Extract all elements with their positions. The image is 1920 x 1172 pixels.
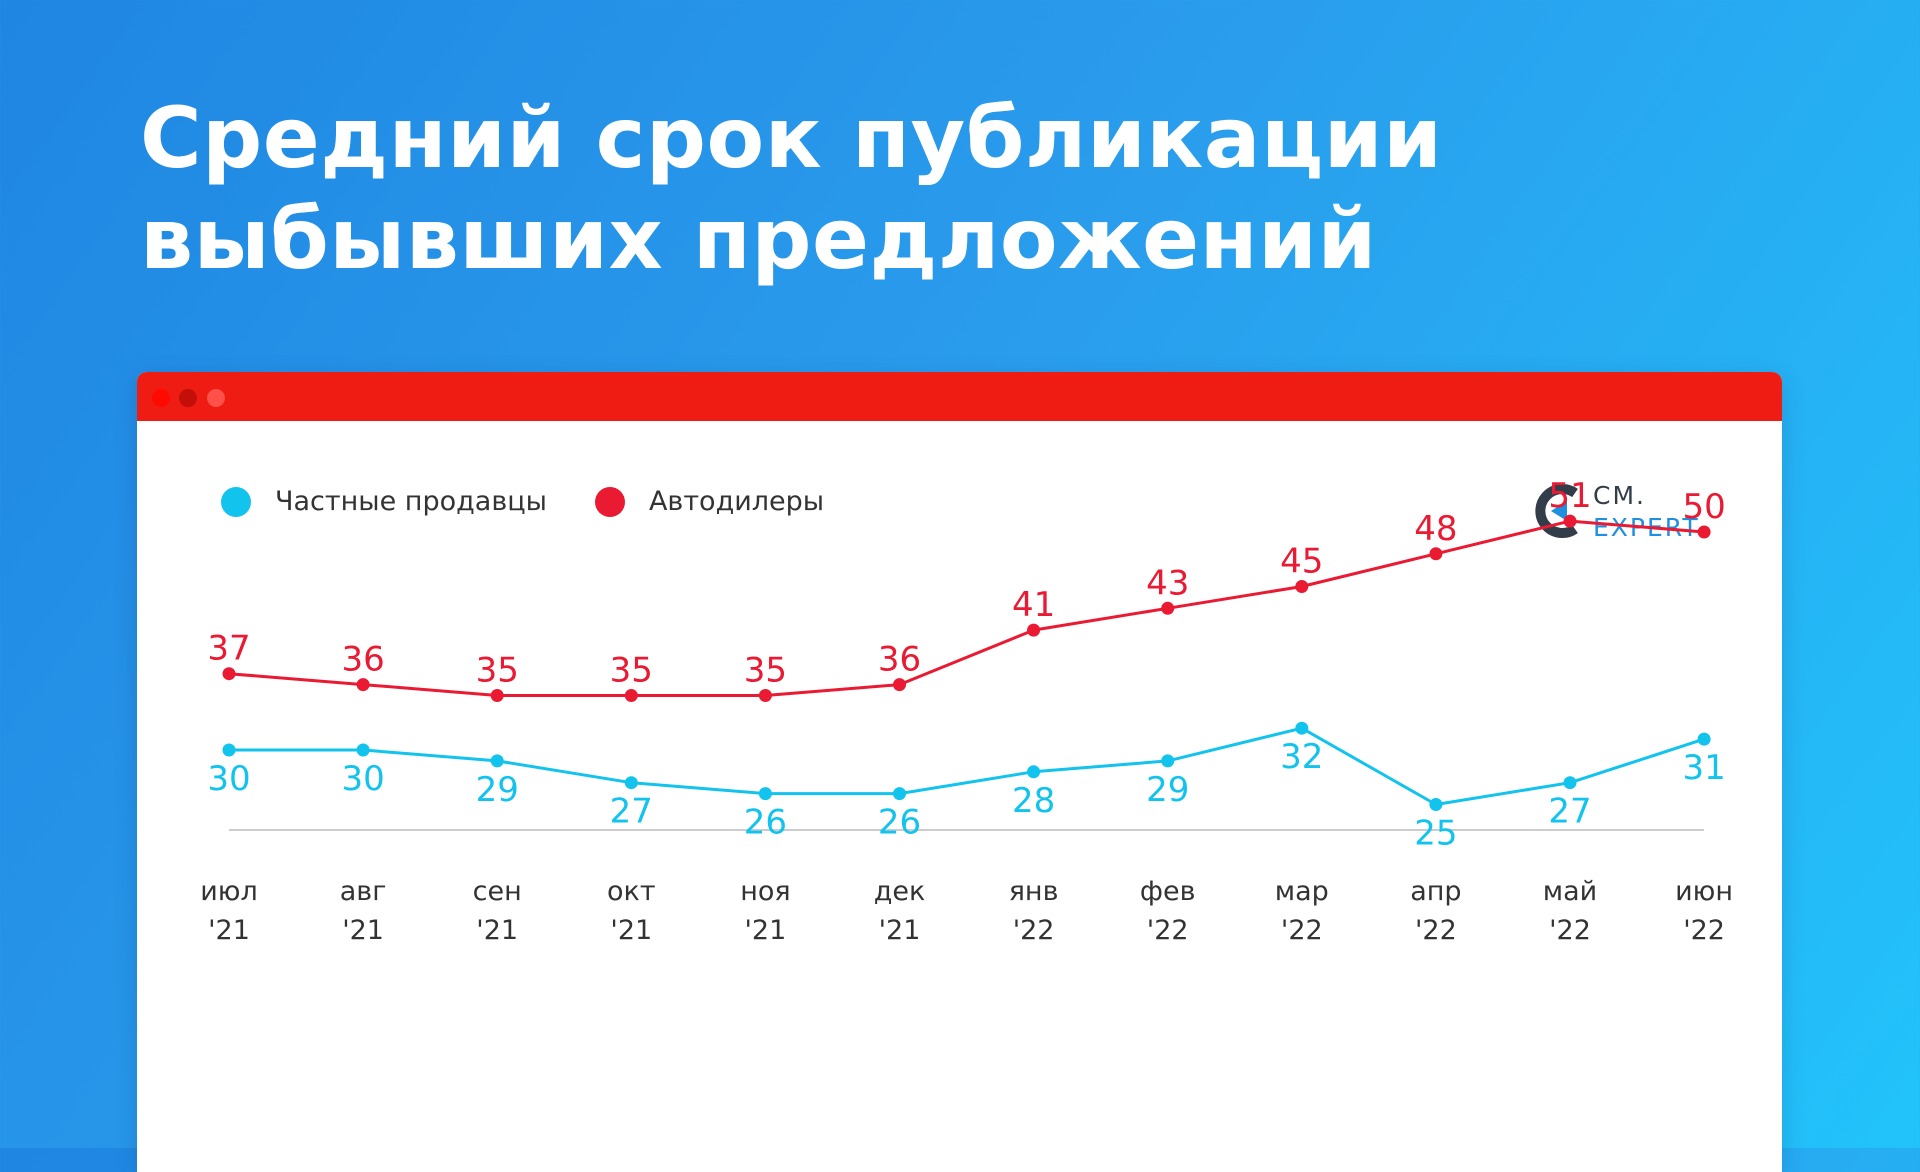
legend-swatch-dealers xyxy=(594,486,625,517)
line-chart: июл '21 авг '21 сен '21 окт '21 ноя '21 дек '21 янв '… xyxy=(200,476,1733,946)
x-tick-label-year: '21 xyxy=(342,915,384,946)
data-label-dealers: 45 xyxy=(1280,542,1323,582)
data-label-dealers: 41 xyxy=(1012,585,1055,625)
x-tick-label-month: июн xyxy=(1675,876,1733,907)
data-point-dealers xyxy=(1563,514,1577,528)
x-tick-label-year: '21 xyxy=(476,915,518,946)
data-label-private: 25 xyxy=(1414,814,1457,854)
data-label-dealers: 35 xyxy=(610,651,653,691)
chart-legend: Частные продавцы Автодилеры xyxy=(221,486,872,517)
data-point-private xyxy=(1429,798,1443,811)
data-point-dealers xyxy=(1027,623,1041,637)
x-tick-label-month: апр xyxy=(1410,876,1461,907)
x-tick-label-year: '22 xyxy=(1013,915,1055,946)
data-label-private: 26 xyxy=(878,803,921,843)
data-point-dealers xyxy=(1161,601,1175,615)
data-point-private xyxy=(1161,754,1175,768)
data-label-private: 31 xyxy=(1682,748,1725,788)
data-label-dealers: 36 xyxy=(878,640,921,680)
data-point-dealers xyxy=(893,678,906,692)
window-titlebar xyxy=(137,372,1782,421)
data-point-dealers xyxy=(490,689,504,702)
legend-swatch-private xyxy=(221,486,251,517)
x-tick-label-year: '22 xyxy=(1147,915,1189,946)
data-label-private: 27 xyxy=(610,792,653,832)
data-label-dealers: 35 xyxy=(476,651,519,691)
data-label-dealers: 51 xyxy=(1548,476,1591,516)
data-point-private xyxy=(758,787,772,801)
data-label-private: 27 xyxy=(1548,792,1591,832)
data-label-dealers: 37 xyxy=(207,629,250,669)
data-point-private xyxy=(1563,776,1577,790)
x-tick-label-month: янв xyxy=(1009,876,1059,907)
x-tick-label-month: май xyxy=(1543,876,1597,907)
window-maximize-dot[interactable] xyxy=(207,389,225,407)
data-point-private xyxy=(624,776,638,790)
data-point-private xyxy=(1295,721,1309,735)
series-line-dealers xyxy=(228,519,1705,697)
data-label-private: 30 xyxy=(207,759,250,799)
x-tick-label-year: '21 xyxy=(208,915,250,946)
data-point-private xyxy=(893,787,906,801)
legend-label-private: Частные продавцы xyxy=(275,486,547,517)
data-label-dealers: 36 xyxy=(341,640,384,680)
x-tick-label-year: '22 xyxy=(1415,915,1457,946)
data-point-private xyxy=(1027,765,1041,779)
data-label-dealers: 35 xyxy=(744,651,787,691)
legend-label-dealers: Автодилеры xyxy=(648,486,825,517)
page-title-line-1: Средний срок публикации xyxy=(140,89,1443,187)
x-tick-label-year: '21 xyxy=(745,915,787,946)
x-tick-label-year: '22 xyxy=(1549,915,1591,946)
data-point-dealers xyxy=(758,689,772,702)
data-point-dealers xyxy=(624,689,638,702)
x-tick-label-month: дек xyxy=(874,876,926,907)
chart-window: Частные продавцы Автодилеры СМ. EXPERT и… xyxy=(137,372,1782,1172)
data-label-private: 29 xyxy=(1146,770,1189,810)
data-label-private: 28 xyxy=(1012,781,1055,821)
data-label-dealers: 48 xyxy=(1414,509,1457,549)
x-tick-label-month: мар xyxy=(1275,876,1329,907)
data-point-dealers xyxy=(1697,525,1711,539)
legend-item-dealers: Автодилеры xyxy=(594,486,825,517)
window-minimize-dot[interactable] xyxy=(179,389,197,407)
cm-expert-logo-icon xyxy=(1535,484,1578,538)
x-tick-label-month: авг xyxy=(340,876,387,907)
window-close-dot[interactable] xyxy=(152,389,170,407)
x-tick-label-month: сен xyxy=(473,876,522,907)
data-point-dealers xyxy=(1429,547,1443,561)
data-point-private xyxy=(356,743,370,757)
data-point-private xyxy=(1697,732,1711,746)
page-title-line-2: выбывших предложений xyxy=(140,189,1377,288)
data-point-private xyxy=(222,743,236,757)
x-tick-label-month: июл xyxy=(200,876,258,907)
x-tick-label-month: фев xyxy=(1140,876,1196,907)
data-label-private: 26 xyxy=(744,803,787,843)
legend-item-private: Частные продавцы xyxy=(221,486,547,517)
data-label-dealers: 43 xyxy=(1146,563,1189,603)
x-tick-label-year: '21 xyxy=(879,915,921,946)
data-label-private: 32 xyxy=(1280,737,1323,777)
data-label-private: 30 xyxy=(341,759,384,799)
x-tick-label-year: '22 xyxy=(1281,915,1323,946)
data-point-dealers xyxy=(222,667,236,681)
x-tick-label-month: окт xyxy=(607,876,656,907)
data-point-private xyxy=(490,754,504,768)
logo-text-cm: СМ. xyxy=(1593,481,1646,510)
x-tick-label-year: '22 xyxy=(1683,915,1725,946)
data-label-private: 29 xyxy=(476,770,519,810)
data-point-dealers xyxy=(1295,580,1309,593)
page-title: Средний срок публикации выбывших предлож… xyxy=(140,88,1442,290)
data-label-dealers: 50 xyxy=(1682,487,1725,527)
data-point-dealers xyxy=(356,678,370,692)
series-line-private xyxy=(229,726,1705,806)
x-tick-label-year: '21 xyxy=(610,915,652,946)
x-tick-label-month: ноя xyxy=(740,876,790,907)
